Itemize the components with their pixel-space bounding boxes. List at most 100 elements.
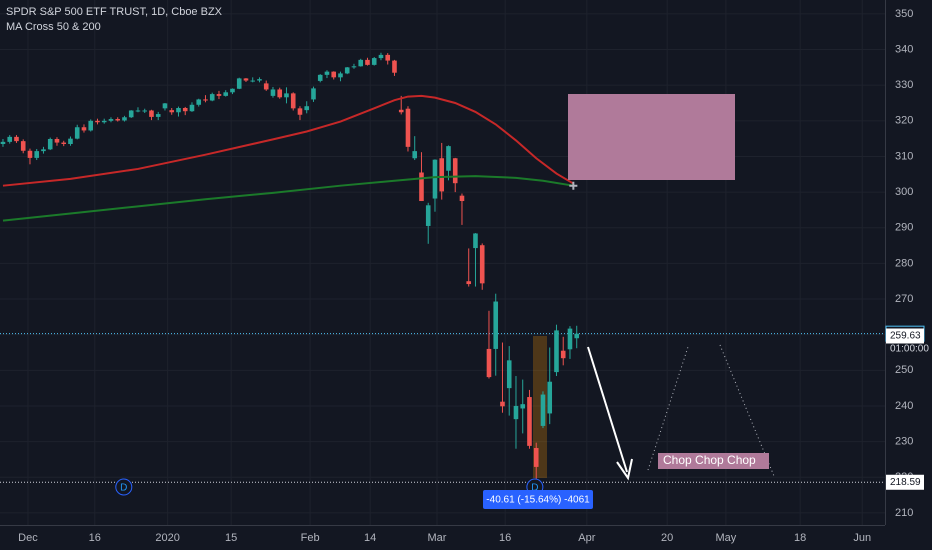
candle-body xyxy=(506,360,512,389)
candle-body xyxy=(338,73,343,78)
price-marker-label-box xyxy=(886,328,924,344)
x-tick-label: 15 xyxy=(225,532,237,544)
candle-body xyxy=(324,71,330,75)
candle-body xyxy=(439,158,445,192)
y-tick-label: 290 xyxy=(895,222,913,234)
y-tick-label: 210 xyxy=(895,507,913,519)
candle-body xyxy=(182,107,188,112)
candle-body xyxy=(527,397,532,446)
x-tick-label: Feb xyxy=(301,532,320,544)
measure-range xyxy=(533,336,547,478)
candle-body xyxy=(216,94,222,96)
candle-body xyxy=(513,405,519,420)
candle-body xyxy=(446,146,451,171)
candle-body xyxy=(466,281,472,285)
chart-subtitle: MA Cross 50 & 200 xyxy=(6,21,101,33)
candle-body xyxy=(243,78,249,81)
candle-body xyxy=(412,151,418,159)
candle-body xyxy=(101,120,107,123)
candle-body xyxy=(236,78,242,89)
candle-body xyxy=(317,74,323,81)
candle-body xyxy=(493,301,499,349)
ma-line xyxy=(2,94,574,187)
candle-body xyxy=(47,139,53,150)
candle-body xyxy=(398,109,404,113)
axis-border xyxy=(885,0,886,525)
event-label: D xyxy=(531,483,538,494)
candle-body xyxy=(304,106,310,111)
candle-body xyxy=(257,79,262,81)
candle-body xyxy=(68,138,73,144)
cross-marker xyxy=(569,181,578,190)
candle-body xyxy=(54,139,60,143)
candle-body xyxy=(290,93,296,109)
countdown-label: 01:00:00 xyxy=(890,343,929,354)
x-tick-label: Apr xyxy=(578,532,595,544)
x-tick-label: Jun xyxy=(853,532,871,544)
x-tick-label: May xyxy=(716,532,737,544)
candle-body xyxy=(142,110,148,112)
candle-body xyxy=(176,107,181,113)
candle-body xyxy=(344,67,350,74)
candle-body xyxy=(385,54,391,61)
candle-body xyxy=(128,110,134,118)
candle-body xyxy=(230,88,235,93)
ma-line xyxy=(2,175,574,222)
candle-body xyxy=(34,151,40,158)
candle-body xyxy=(311,88,316,100)
candle-body xyxy=(149,110,154,117)
candle-body xyxy=(203,99,208,101)
candle-body xyxy=(378,54,384,59)
candle-body xyxy=(533,448,539,467)
candle-body xyxy=(554,330,559,373)
candle-body xyxy=(331,71,337,78)
candle-body xyxy=(297,108,303,115)
x-tick-label: 20 xyxy=(661,532,673,544)
chart-title: SPDR S&P 500 ETF TRUST, 1D, Cboe BZX xyxy=(6,6,223,18)
candle-body xyxy=(500,401,505,407)
candle-body xyxy=(432,159,438,199)
candle-body xyxy=(419,172,424,202)
candle-body xyxy=(284,93,289,98)
note-box xyxy=(568,94,735,180)
candle-body xyxy=(425,205,431,226)
horizontal-line-label: 218.59 xyxy=(890,477,921,488)
x-tick-label: 16 xyxy=(499,532,511,544)
x-tick-label: Mar xyxy=(428,532,447,544)
candle-body xyxy=(155,114,161,117)
candle-body xyxy=(27,150,33,158)
x-tick-label: 14 xyxy=(364,532,376,544)
candle-body xyxy=(162,103,168,109)
candle-body xyxy=(277,89,283,98)
candle-body xyxy=(61,142,67,144)
candle-body xyxy=(209,94,215,101)
candle-body xyxy=(88,120,94,131)
x-tick-label: 18 xyxy=(794,532,806,544)
candle-body xyxy=(371,58,377,65)
x-tick-label: 16 xyxy=(89,532,101,544)
candle-body xyxy=(250,80,256,82)
y-tick-label: 340 xyxy=(895,43,913,55)
candle-body xyxy=(95,120,100,123)
y-tick-label: 240 xyxy=(895,400,913,412)
countdown-label-box xyxy=(886,341,924,357)
y-tick-label: 230 xyxy=(895,436,913,448)
x-tick-label: 2020 xyxy=(155,532,179,544)
candle-body xyxy=(358,59,364,67)
candle-body xyxy=(115,119,121,121)
candle-body xyxy=(459,195,465,202)
candle-body xyxy=(0,141,6,144)
candle-body xyxy=(135,110,141,112)
candle-body xyxy=(520,404,526,409)
candle-body xyxy=(41,149,46,152)
candle-body xyxy=(479,245,485,284)
candle-body xyxy=(365,59,370,65)
y-tick-label: 300 xyxy=(895,186,913,198)
candle-body xyxy=(14,136,19,142)
x-tick-label: Dec xyxy=(18,532,38,544)
y-tick-label: 320 xyxy=(895,115,913,127)
measure-label: -40.61 (-15.64%) -4061 xyxy=(486,495,590,506)
candle-body xyxy=(122,117,127,121)
y-tick-label: 350 xyxy=(895,8,913,20)
